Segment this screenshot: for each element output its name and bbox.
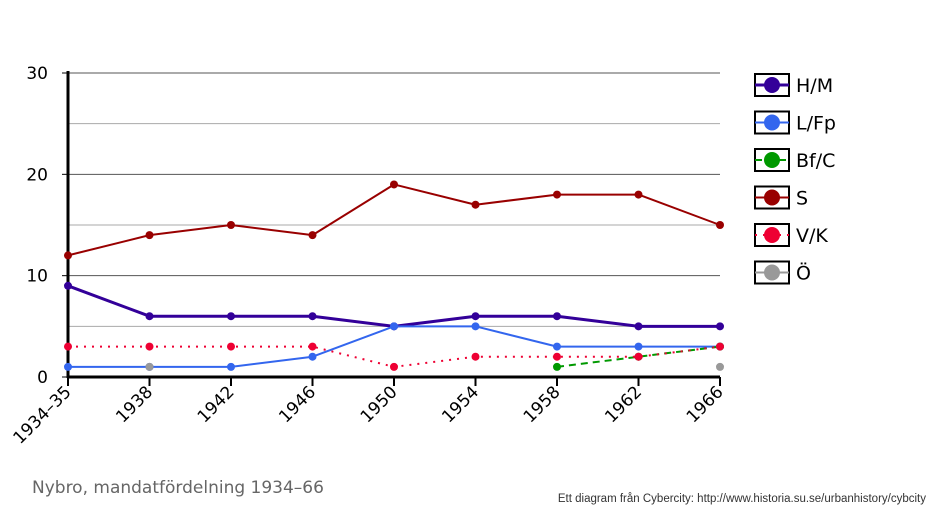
data-point — [64, 251, 72, 260]
series-line — [67, 183, 721, 257]
data-point — [227, 221, 235, 229]
series-Ö — [145, 362, 724, 371]
data-point — [634, 322, 643, 331]
credit-text: Ett diagram från Cybercity: http://www.h… — [557, 493, 926, 505]
data-point — [553, 362, 561, 371]
y-tick-label: 0 — [37, 368, 48, 388]
data-point — [308, 352, 317, 361]
x-tick-label: 1958 — [520, 382, 565, 427]
y-tick-label: 20 — [26, 165, 48, 185]
legend-item-Bf/C: Bf/C — [754, 148, 835, 172]
x-tick-label: 1946 — [275, 382, 320, 427]
data-point — [64, 342, 72, 351]
data-point — [227, 342, 235, 351]
data-point — [145, 342, 154, 351]
x-tick-label: 1942 — [194, 382, 239, 427]
data-point — [553, 190, 561, 199]
axes: 0 10 20 30 1934–35 1938 1942 1946 1950 1954 1958 19… — [9, 64, 727, 448]
x-tick-label: 1938 — [112, 382, 157, 427]
series-S — [64, 180, 724, 260]
y-tick-label: 30 — [26, 64, 48, 84]
data-point — [553, 342, 561, 351]
series-line — [556, 345, 721, 368]
legend-label: S — [796, 188, 808, 210]
data-point — [308, 312, 317, 321]
data-point — [716, 342, 724, 351]
x-tick-label: 1954 — [438, 382, 483, 427]
data-point — [716, 362, 724, 371]
x-tick-label: 1934–35 — [9, 382, 75, 448]
data-point — [471, 200, 480, 209]
legend-marker — [764, 227, 780, 243]
data-point — [308, 342, 317, 351]
data-point — [716, 221, 724, 229]
legend-item-L/Fp: L/Fp — [754, 110, 836, 135]
data-point — [553, 352, 561, 361]
legend-label: Bf/C — [796, 150, 835, 172]
x-tick-label: 1962 — [601, 382, 646, 427]
legend: H/M L/Fp Bf/C S V/K Ö — [754, 73, 836, 285]
x-tick-label: 1950 — [357, 382, 402, 427]
data-point — [634, 342, 643, 351]
legend-item-V/K: V/K — [754, 223, 828, 247]
data-point — [716, 322, 724, 331]
legend-marker — [764, 77, 780, 93]
legend-item-Ö: Ö — [754, 260, 811, 285]
legend-label: Ö — [796, 262, 811, 285]
series-line — [67, 284, 720, 328]
data-point — [145, 362, 154, 371]
legend-marker — [764, 189, 780, 206]
data-point — [471, 352, 480, 361]
legend-label: H/M — [796, 75, 833, 97]
data-point — [308, 231, 317, 240]
series-group — [64, 180, 724, 371]
legend-item-H/M: H/M — [754, 73, 833, 97]
legend-marker — [764, 264, 780, 281]
data-point — [145, 231, 154, 240]
legend-label: V/K — [796, 225, 828, 247]
legend-marker — [764, 114, 780, 131]
legend-label: L/Fp — [796, 113, 836, 135]
data-point — [471, 312, 480, 321]
y-tick-label: 10 — [26, 267, 48, 287]
data-point — [471, 322, 480, 331]
data-point — [634, 190, 643, 199]
legend-marker — [764, 152, 780, 168]
data-point — [64, 281, 72, 290]
grid-lines — [68, 72, 720, 327]
data-point — [227, 362, 235, 371]
data-point — [390, 322, 398, 331]
data-point — [64, 362, 72, 371]
data-point — [390, 362, 398, 371]
data-point — [634, 352, 643, 361]
x-tick-label: 1966 — [683, 382, 728, 427]
data-point — [390, 180, 398, 189]
chart-caption: Nybro, mandatfördelning 1934–66 — [32, 478, 324, 498]
data-point — [145, 312, 154, 321]
series-V/K — [64, 342, 724, 371]
data-point — [227, 312, 235, 321]
data-point — [553, 312, 561, 321]
legend-item-S: S — [754, 185, 808, 210]
